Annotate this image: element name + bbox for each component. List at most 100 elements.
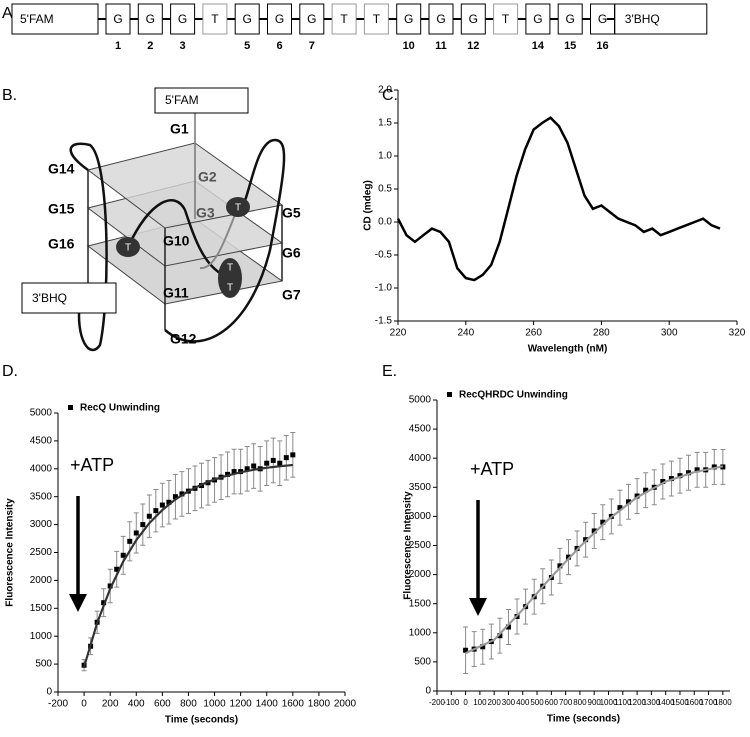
x-tick-label: -200 — [48, 699, 68, 710]
x-tick-label: 900 — [588, 698, 602, 707]
base-box — [557, 3, 583, 35]
data-point — [463, 647, 469, 653]
data-point — [497, 633, 503, 639]
data-point — [107, 583, 113, 589]
fit-line — [465, 465, 724, 655]
y-tick-label: 3500 — [30, 491, 53, 502]
data-point — [711, 464, 717, 470]
x-tick-label: 1200 — [628, 698, 646, 707]
guanine-label: G6 — [282, 245, 301, 261]
base-box — [525, 3, 551, 35]
x-tick-label: 500 — [530, 698, 544, 707]
base: T — [340, 12, 348, 26]
base: G — [178, 12, 187, 26]
base: G — [533, 12, 542, 26]
panel-label: E. — [382, 363, 397, 380]
quadruplex-diagram — [69, 113, 286, 352]
base-box — [105, 3, 131, 35]
base: G — [275, 12, 284, 26]
data-point — [283, 455, 289, 461]
y-tick-label: 4000 — [30, 463, 53, 474]
y-tick-label: -0.5 — [375, 250, 393, 261]
base: T — [211, 12, 219, 26]
y-tick-label: 2500 — [30, 547, 53, 558]
y-tick-label: 500 — [35, 659, 52, 670]
y-tick-label: 5000 — [30, 408, 53, 419]
data-point — [617, 505, 623, 511]
data-point — [120, 552, 126, 558]
data-point — [591, 528, 597, 534]
base-box — [428, 3, 454, 35]
data-point — [146, 513, 152, 519]
strand — [69, 142, 108, 352]
data-point — [166, 499, 172, 505]
x-tick-label: 1800 — [714, 698, 732, 707]
loop-label: T — [125, 243, 131, 254]
base: G — [307, 12, 316, 26]
data-point — [172, 494, 178, 500]
data-point — [231, 469, 237, 475]
y-tick-label: 1000 — [30, 631, 53, 642]
data-point — [140, 522, 146, 528]
base-box — [202, 3, 228, 35]
data-point — [505, 624, 511, 630]
loop-base — [218, 258, 242, 298]
base-number: 7 — [309, 40, 315, 52]
x-tick-label: 100 — [473, 698, 487, 707]
y-tick-label: 0 — [425, 686, 431, 697]
sequence-end: 3'BHQ — [625, 12, 660, 26]
data-point — [677, 473, 683, 479]
y-tick-label: 2000 — [409, 569, 432, 580]
x-axis-title: Time (seconds) — [547, 714, 620, 725]
y-tick-label: 2000 — [30, 575, 53, 586]
base: G — [404, 12, 413, 26]
base-number: 11 — [435, 40, 447, 52]
data-point — [634, 493, 640, 499]
y-tick-label: 1.5 — [378, 118, 392, 129]
x-tick-label: 1400 — [256, 699, 279, 710]
x-tick-label: 400 — [128, 699, 145, 710]
base-box — [170, 3, 196, 35]
x-tick-label: 260 — [525, 328, 542, 339]
guanine-label: G15 — [48, 201, 75, 217]
y-tick-label: 2.0 — [378, 85, 392, 96]
loop-base — [116, 237, 140, 257]
data-point — [264, 460, 270, 466]
loop-label: T — [227, 283, 233, 294]
base-box — [234, 3, 260, 35]
data-point — [159, 502, 165, 508]
data-point — [668, 476, 674, 482]
guanine-label: G7 — [282, 287, 301, 303]
base-box — [396, 3, 422, 35]
x-axis-title: Time (seconds) — [165, 715, 238, 726]
data-point — [600, 519, 606, 525]
guanine-label: G12 — [170, 331, 197, 347]
panel-label: B. — [2, 87, 17, 104]
data-point — [270, 457, 276, 463]
y-tick-label: 2500 — [409, 540, 432, 551]
y-tick-label: -1.5 — [375, 316, 393, 327]
data-point — [290, 452, 296, 458]
base: G — [598, 12, 607, 26]
x-tick-label: 400 — [516, 698, 530, 707]
loop-base — [226, 197, 250, 217]
y-tick-label: 1000 — [409, 627, 432, 638]
x-tick-label: 200 — [487, 698, 501, 707]
x-tick-label: 0 — [81, 699, 87, 710]
x-tick-label: 300 — [661, 328, 678, 339]
base-number: 6 — [276, 40, 282, 52]
y-tick-label: 0 — [46, 687, 52, 698]
y-tick-label: 5000 — [409, 395, 432, 406]
arrow-head — [69, 594, 87, 612]
strand-end: 3'BHQ — [32, 291, 67, 305]
data-point — [251, 463, 257, 469]
y-tick-label: -1.0 — [375, 283, 393, 294]
strand — [164, 138, 286, 343]
x-tick-label: -200 — [429, 698, 446, 707]
base: T — [502, 12, 510, 26]
base-number: 5 — [244, 40, 250, 52]
x-tick-label: 700 — [559, 698, 573, 707]
annotation: +ATP — [70, 455, 114, 475]
data-point — [660, 478, 666, 484]
